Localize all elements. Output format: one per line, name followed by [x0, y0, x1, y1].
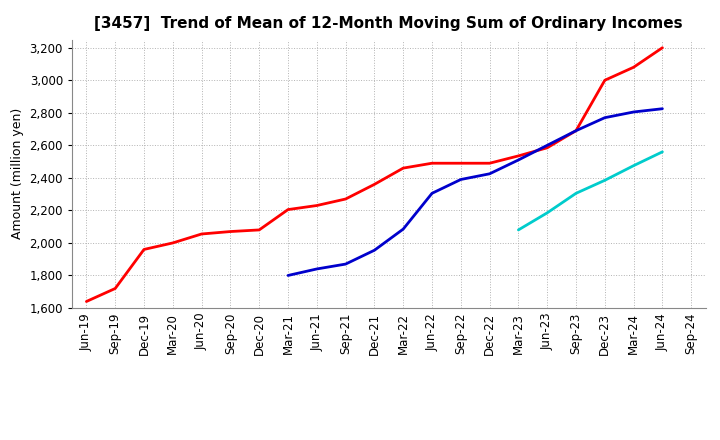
5 Years — [284, 273, 292, 278]
7 Years — [658, 149, 667, 154]
Line: 3 Years: 3 Years — [86, 48, 662, 301]
5 Years — [572, 128, 580, 133]
3 Years — [226, 229, 235, 234]
3 Years — [543, 145, 552, 150]
3 Years — [168, 240, 177, 246]
7 Years — [543, 210, 552, 216]
3 Years — [255, 227, 264, 233]
3 Years — [111, 286, 120, 291]
5 Years — [370, 248, 379, 253]
Y-axis label: Amount (million yen): Amount (million yen) — [11, 108, 24, 239]
5 Years — [399, 227, 408, 232]
3 Years — [341, 196, 350, 202]
7 Years — [600, 178, 609, 183]
3 Years — [456, 161, 465, 166]
5 Years — [456, 177, 465, 182]
3 Years — [600, 77, 609, 83]
Line: 7 Years: 7 Years — [518, 152, 662, 230]
5 Years — [514, 158, 523, 163]
3 Years — [658, 45, 667, 50]
3 Years — [82, 299, 91, 304]
Title: [3457]  Trend of Mean of 12-Month Moving Sum of Ordinary Incomes: [3457] Trend of Mean of 12-Month Moving … — [94, 16, 683, 32]
5 Years — [658, 106, 667, 111]
7 Years — [572, 191, 580, 196]
3 Years — [140, 247, 148, 252]
3 Years — [572, 128, 580, 133]
3 Years — [428, 161, 436, 166]
7 Years — [514, 227, 523, 233]
Line: 5 Years: 5 Years — [288, 109, 662, 275]
7 Years — [629, 163, 638, 169]
3 Years — [197, 231, 206, 237]
5 Years — [600, 115, 609, 120]
3 Years — [312, 203, 321, 208]
3 Years — [629, 65, 638, 70]
3 Years — [485, 161, 494, 166]
3 Years — [284, 207, 292, 212]
3 Years — [514, 153, 523, 158]
3 Years — [370, 182, 379, 187]
5 Years — [341, 261, 350, 267]
5 Years — [312, 266, 321, 271]
5 Years — [543, 143, 552, 148]
5 Years — [629, 110, 638, 115]
5 Years — [485, 171, 494, 176]
3 Years — [399, 165, 408, 171]
5 Years — [428, 191, 436, 196]
